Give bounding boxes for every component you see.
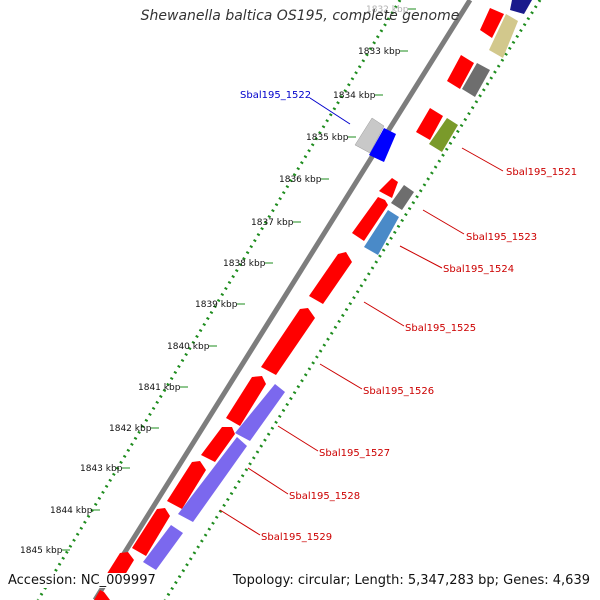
kbp-label: 1841 kbp bbox=[138, 383, 181, 393]
leader-sbal195-1526 bbox=[319, 363, 363, 390]
leader-sbal195-1521 bbox=[461, 147, 504, 172]
kbp-label: 1844 kbp bbox=[50, 506, 93, 516]
gene-label[interactable]: Sbal195_1524 bbox=[443, 264, 514, 275]
kbp-scale-line bbox=[36, 0, 402, 600]
gene-arrow-red[interactable] bbox=[132, 508, 170, 556]
gene-arrow-sbal195-1521[interactable] bbox=[429, 118, 458, 152]
leader-sbal195-1529 bbox=[219, 509, 261, 536]
genome-backbone bbox=[92, 0, 473, 600]
kbp-label: 1834 kbp bbox=[333, 91, 376, 101]
gene-label[interactable]: Sbal195_1523 bbox=[466, 232, 537, 243]
accession-text: Accession: NC_009997 bbox=[8, 573, 156, 588]
kbp-label: 1845 kbp bbox=[20, 546, 63, 556]
gene-label[interactable]: Sbal195_1529 bbox=[261, 532, 332, 543]
kbp-label: 1842 kbp bbox=[109, 424, 152, 434]
gene-label[interactable]: Sbal195_1525 bbox=[405, 323, 476, 334]
kbp-label: 1837 kbp bbox=[251, 218, 294, 228]
gene-label[interactable]: Sbal195_1521 bbox=[506, 167, 577, 178]
topology-text: Topology: circular; Length: 5,347,283 bp… bbox=[232, 573, 590, 588]
gene-arrow-silver[interactable] bbox=[354, 117, 385, 154]
gene-arrow-red[interactable] bbox=[226, 376, 266, 426]
gene-label[interactable]: Sbal195_1528 bbox=[289, 491, 360, 502]
leader-sbal195-1528 bbox=[247, 467, 289, 495]
gene-labels: Sbal195_1522 Sbal195_1521 Sbal195_1523 S… bbox=[240, 90, 577, 543]
leader-sbal195-1523 bbox=[422, 209, 465, 235]
kbp-label: 1833 kbp bbox=[358, 47, 401, 57]
kbp-label: 1840 kbp bbox=[167, 342, 210, 352]
gene-arrow-red[interactable] bbox=[447, 55, 474, 89]
gene-arrow-sbal195-1523[interactable] bbox=[391, 185, 414, 210]
leader-sbal195-1524 bbox=[399, 245, 443, 269]
feature-scale-line bbox=[163, 0, 542, 600]
gene-arrow-navy[interactable] bbox=[510, 0, 532, 14]
gene-arrow-red[interactable] bbox=[261, 308, 315, 375]
gene-label[interactable]: Sbal195_1526 bbox=[363, 386, 434, 397]
kbp-labels: 1832 kbp 1833 kbp 1834 kbp 1835 kbp 1836… bbox=[20, 5, 409, 556]
gene-arrow-sbal195-1529[interactable] bbox=[143, 525, 183, 570]
gene-arrow-red[interactable] bbox=[94, 590, 110, 600]
gene-arrow-red[interactable] bbox=[309, 252, 352, 304]
gene-label[interactable]: Sbal195_1527 bbox=[319, 448, 390, 459]
gene-arrow-khaki[interactable] bbox=[489, 14, 518, 58]
gene-label[interactable]: Sbal195_1522 bbox=[240, 90, 311, 101]
gene-arrow-red[interactable] bbox=[352, 197, 388, 241]
leader-sbal195-1527 bbox=[277, 425, 319, 452]
gene-arrow-sbal195-1528[interactable] bbox=[178, 437, 247, 522]
kbp-label: 1836 kbp bbox=[279, 175, 322, 185]
outer-strand-genes bbox=[94, 117, 398, 600]
gene-arrow-sbal195-1524[interactable] bbox=[364, 210, 399, 255]
gene-leader-lines bbox=[219, 97, 504, 536]
gene-arrow-sbal195-1522[interactable] bbox=[369, 128, 396, 162]
leader-sbal195-1525 bbox=[363, 301, 405, 327]
kbp-label: 1838 kbp bbox=[223, 259, 266, 269]
kbp-label: 1835 kbp bbox=[306, 133, 349, 143]
kbp-label: 1843 kbp bbox=[80, 464, 123, 474]
gene-arrow-red[interactable] bbox=[167, 461, 206, 509]
gene-arrow-red[interactable] bbox=[201, 427, 235, 462]
map-title: Shewanella baltica OS195, complete genom… bbox=[140, 8, 460, 24]
leader-sbal195-1522 bbox=[309, 97, 351, 125]
kbp-label: 1832 kbp bbox=[366, 5, 409, 15]
inner-strand-genes bbox=[143, 0, 532, 570]
gene-arrow-dark-gray[interactable] bbox=[462, 63, 490, 97]
gene-arrow-red[interactable] bbox=[379, 178, 398, 198]
kbp-label: 1839 kbp bbox=[195, 300, 238, 310]
kbp-ticks bbox=[62, 8, 416, 551]
gene-arrow-red[interactable] bbox=[480, 8, 504, 38]
gene-arrow-red[interactable] bbox=[416, 108, 443, 140]
gene-arrow-sbal195-1527[interactable] bbox=[235, 384, 285, 441]
